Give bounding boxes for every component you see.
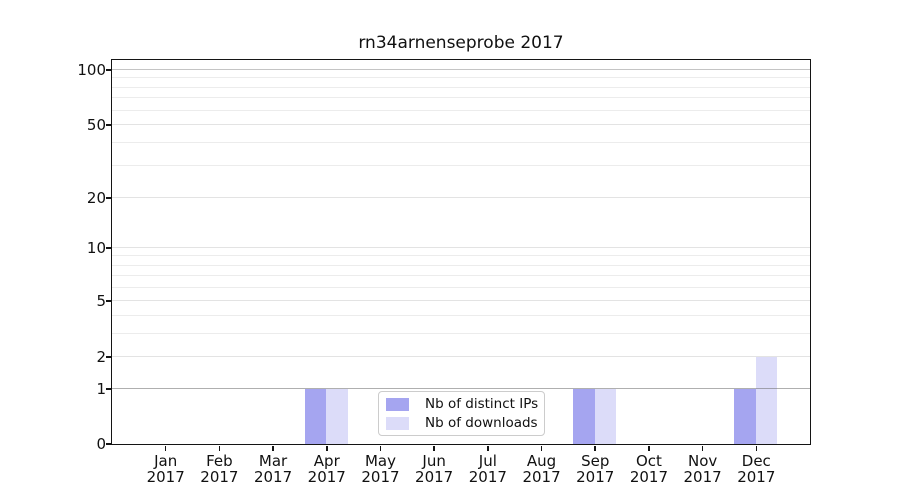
y-tick-mark	[105, 443, 111, 445]
x-tick-month: Sep	[581, 452, 610, 470]
y-gridline-major	[111, 124, 810, 125]
x-tick-label: Jun 2017	[399, 453, 469, 485]
y-gridline-100	[111, 69, 810, 70]
x-tick-label: Jul 2017	[453, 453, 523, 485]
y-tick-mark	[105, 69, 111, 71]
x-tick-year: 2017	[307, 468, 346, 486]
y-gridline-minor	[111, 274, 810, 276]
y-gridline-major	[111, 356, 810, 357]
x-tick-label: Feb 2017	[184, 453, 254, 485]
x-tick-month: Jul	[478, 452, 497, 470]
legend-label-distinct-ips: Nb of distinct IPs	[425, 396, 539, 412]
x-tick-label: Nov 2017	[668, 453, 738, 485]
y-tick-mark	[105, 300, 111, 302]
x-tick-label: Sep 2017	[560, 453, 630, 485]
bar-downloads	[755, 356, 778, 444]
y-gridline-minor	[111, 141, 810, 143]
y-tick-label: 20	[86, 189, 106, 207]
y-tick-label: 100	[77, 61, 106, 79]
y-gridline-minor	[111, 97, 810, 99]
x-tick-mark	[326, 445, 328, 451]
x-tick-month: Dec	[741, 452, 771, 470]
y-tick-label: 10	[86, 239, 106, 257]
x-tick-month: Mar	[258, 452, 288, 470]
bar-downloads	[594, 388, 617, 444]
y-gridline-minor	[111, 314, 810, 316]
y-tick-mark	[105, 356, 111, 358]
x-tick-year: 2017	[146, 468, 185, 486]
legend-swatch-downloads	[386, 416, 409, 430]
y-gridline-minor	[111, 109, 810, 111]
x-tick-month: Jun	[422, 452, 446, 470]
x-tick-year: 2017	[629, 468, 669, 486]
bar-distinct-ips	[304, 388, 327, 444]
x-tick-mark	[540, 445, 543, 451]
y-gridline-1	[111, 388, 810, 389]
y-tick-mark	[105, 124, 111, 126]
x-tick-mark	[755, 445, 758, 451]
x-tick-label: Aug 2017	[507, 453, 577, 485]
plot-area	[110, 58, 811, 445]
y-tick-mark	[105, 388, 111, 390]
y-tick-label: 2	[96, 348, 106, 366]
x-tick-mark	[648, 445, 650, 451]
bar-downloads	[326, 388, 348, 444]
x-tick-label: Mar 2017	[238, 453, 308, 485]
x-tick-label: Dec 2017	[721, 453, 791, 485]
y-gridline-minor	[111, 164, 810, 166]
y-tick-mark	[105, 197, 111, 199]
y-gridline-major	[111, 300, 810, 301]
x-tick-mark	[701, 445, 704, 451]
x-tick-year: 2017	[737, 468, 776, 486]
y-gridline-major	[111, 247, 810, 248]
x-tick-label: Jan 2017	[131, 453, 201, 485]
y-gridline-minor	[111, 255, 810, 257]
x-tick-month: May	[364, 452, 396, 470]
x-tick-year: 2017	[522, 468, 561, 486]
x-tick-month: Feb	[206, 452, 233, 470]
x-tick-mark	[487, 445, 489, 451]
x-tick-month: Jan	[154, 452, 178, 470]
y-tick-label: 0	[96, 435, 106, 453]
x-tick-mark	[272, 445, 274, 451]
x-tick-label: May 2017	[345, 453, 415, 485]
x-tick-year: 2017	[683, 468, 722, 486]
legend: Nb of distinct IPs Nb of downloads	[378, 391, 545, 436]
x-tick-mark	[433, 445, 435, 451]
legend-row-distinct-ips: Nb of distinct IPs	[386, 396, 544, 412]
legend-row-downloads: Nb of downloads	[386, 415, 544, 431]
x-tick-year: 2017	[361, 468, 400, 486]
x-tick-label: Apr 2017	[292, 453, 362, 485]
x-tick-mark	[164, 445, 167, 451]
x-tick-mark	[594, 445, 596, 451]
bar-distinct-ips	[573, 388, 595, 444]
y-gridline-minor	[111, 264, 810, 266]
y-gridline-major	[111, 197, 810, 198]
x-tick-year: 2017	[200, 468, 239, 486]
y-tick-label: 50	[86, 116, 106, 134]
chart-title: rn34arnenseprobe 2017	[358, 33, 564, 53]
y-gridline-minor	[111, 286, 810, 288]
x-tick-month: Apr	[313, 452, 340, 470]
y-gridline-minor	[111, 332, 810, 334]
x-tick-month: Aug	[526, 452, 557, 470]
x-tick-month: Nov	[687, 452, 718, 470]
y-tick-label: 1	[96, 380, 106, 398]
x-tick-mark	[379, 445, 382, 451]
legend-label-downloads: Nb of downloads	[425, 415, 538, 431]
y-gridline-minor	[111, 86, 810, 88]
y-tick-label: 5	[96, 292, 106, 310]
x-tick-month: Oct	[635, 452, 662, 470]
x-tick-year: 2017	[576, 468, 615, 486]
x-tick-mark	[218, 445, 221, 451]
legend-swatch-distinct-ips	[386, 397, 409, 411]
bar-distinct-ips	[734, 388, 756, 444]
x-tick-year: 2017	[253, 468, 293, 486]
y-gridline-minor	[111, 77, 810, 79]
x-tick-year: 2017	[468, 468, 507, 486]
x-tick-year: 2017	[415, 468, 454, 486]
y-tick-mark	[105, 247, 111, 249]
x-tick-label: Oct 2017	[614, 453, 684, 485]
